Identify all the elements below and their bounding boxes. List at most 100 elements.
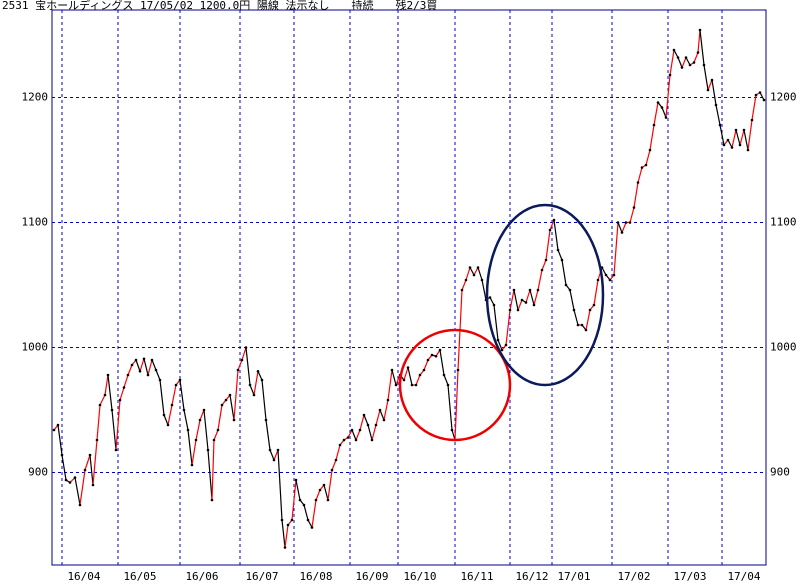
point bbox=[60, 453, 64, 457]
point bbox=[476, 266, 480, 269]
segment bbox=[585, 309, 591, 331]
point bbox=[438, 348, 442, 352]
x-tick-label: 17/04 bbox=[727, 570, 760, 583]
segment bbox=[195, 419, 201, 441]
point bbox=[762, 98, 766, 102]
segment bbox=[371, 424, 377, 441]
point bbox=[472, 273, 476, 277]
segment bbox=[311, 499, 317, 528]
segment bbox=[191, 439, 197, 466]
segment bbox=[473, 267, 479, 276]
point bbox=[548, 228, 552, 232]
segment bbox=[273, 449, 279, 461]
y-tick-label: 1200 bbox=[22, 91, 49, 104]
point bbox=[430, 353, 434, 357]
segment bbox=[665, 74, 671, 118]
point bbox=[524, 301, 528, 304]
point bbox=[540, 268, 544, 272]
segment bbox=[237, 359, 243, 371]
segment bbox=[454, 369, 459, 441]
segment bbox=[637, 167, 643, 183]
point bbox=[672, 48, 676, 52]
point bbox=[488, 296, 492, 299]
point bbox=[410, 383, 414, 387]
segment bbox=[111, 409, 117, 451]
segment bbox=[383, 399, 389, 421]
segment bbox=[407, 367, 413, 386]
segment bbox=[727, 139, 733, 148]
x-tick-label: 16/08 bbox=[299, 570, 332, 583]
point bbox=[212, 438, 216, 442]
point bbox=[636, 181, 640, 184]
segment bbox=[703, 64, 709, 91]
point bbox=[664, 116, 668, 119]
point bbox=[580, 323, 584, 327]
point bbox=[220, 403, 224, 407]
segment bbox=[119, 387, 125, 401]
point bbox=[620, 231, 624, 234]
point bbox=[508, 308, 512, 312]
point bbox=[150, 358, 154, 362]
y-tick-label-right: 1200 bbox=[770, 91, 797, 104]
segment bbox=[367, 424, 373, 441]
segment bbox=[517, 299, 523, 311]
point bbox=[240, 358, 244, 362]
point bbox=[652, 123, 656, 127]
segment bbox=[561, 259, 567, 286]
segment bbox=[303, 504, 309, 521]
plot-frame bbox=[51, 9, 767, 566]
point bbox=[174, 383, 178, 387]
point bbox=[134, 358, 138, 362]
segment bbox=[127, 364, 133, 376]
point bbox=[83, 468, 87, 472]
segment bbox=[241, 347, 247, 361]
point bbox=[122, 386, 126, 389]
point bbox=[283, 546, 287, 549]
point bbox=[260, 378, 264, 382]
point bbox=[588, 308, 592, 312]
segment bbox=[731, 129, 737, 148]
segment bbox=[673, 49, 679, 58]
point bbox=[146, 373, 150, 377]
segment bbox=[677, 57, 683, 68]
point bbox=[314, 498, 318, 502]
segment bbox=[249, 384, 255, 396]
x-tick-label: 16/06 bbox=[185, 570, 218, 583]
segment bbox=[199, 409, 205, 421]
point bbox=[182, 408, 186, 412]
point bbox=[162, 413, 166, 417]
segment bbox=[617, 222, 623, 233]
point bbox=[492, 303, 496, 307]
point bbox=[390, 368, 394, 372]
point bbox=[318, 488, 322, 492]
segment bbox=[601, 267, 607, 276]
point bbox=[362, 413, 366, 417]
segment bbox=[751, 94, 757, 121]
point bbox=[64, 478, 68, 482]
point bbox=[232, 418, 236, 422]
x-tick-label: 17/01 bbox=[557, 570, 590, 583]
point bbox=[378, 408, 382, 412]
segment bbox=[505, 309, 511, 346]
point bbox=[386, 398, 390, 402]
segment bbox=[323, 484, 329, 501]
segment bbox=[533, 289, 539, 306]
point bbox=[702, 63, 706, 67]
segment bbox=[355, 429, 361, 441]
point bbox=[114, 448, 118, 452]
point bbox=[158, 378, 162, 382]
point bbox=[194, 438, 198, 442]
point bbox=[95, 438, 99, 442]
point bbox=[154, 368, 158, 372]
segment bbox=[549, 219, 555, 231]
point bbox=[464, 278, 468, 282]
point bbox=[414, 383, 418, 387]
segment bbox=[261, 379, 267, 421]
point bbox=[758, 91, 762, 94]
point bbox=[394, 383, 398, 387]
segment bbox=[351, 429, 357, 441]
point bbox=[306, 518, 310, 522]
segment bbox=[123, 374, 129, 388]
segment bbox=[391, 369, 397, 386]
point bbox=[206, 448, 210, 452]
